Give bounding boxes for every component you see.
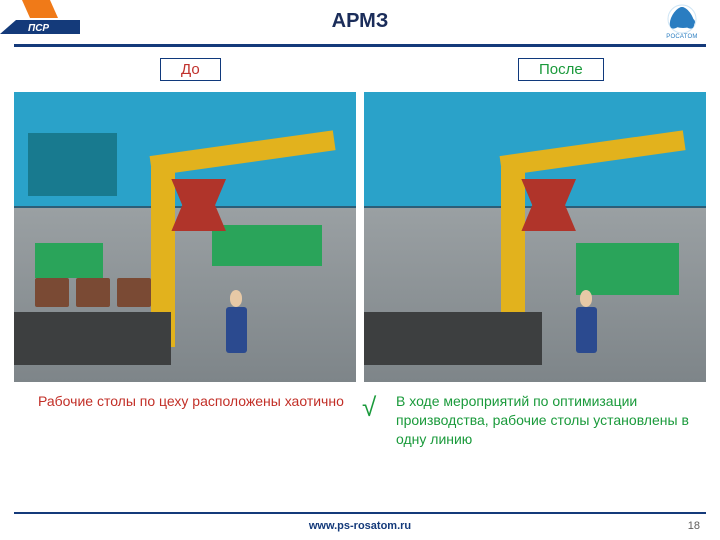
- page-number: 18: [688, 520, 700, 532]
- caption-after-text: В ходе мероприятий по оптимизации произв…: [396, 393, 689, 447]
- page-title: АРМЗ: [0, 10, 720, 33]
- check-icon: √: [362, 390, 376, 425]
- tag-after: После: [518, 58, 604, 81]
- caption-row: Рабочие столы по цеху расположены хаотич…: [14, 392, 706, 449]
- rosatom-icon: [667, 4, 697, 34]
- photo-row: [14, 92, 706, 382]
- caption-before: Рабочие столы по цеху расположены хаотич…: [14, 392, 348, 449]
- logo-rosatom-text: РОСАТОМ: [666, 34, 697, 40]
- slide-header: ПСР АРМЗ РОСАТОМ: [0, 0, 720, 40]
- header-rule: [14, 44, 706, 47]
- photo-before: [14, 92, 356, 382]
- caption-after: √ В ходе мероприятий по оптимизации прои…: [356, 392, 706, 449]
- footer-url: www.ps-rosatom.ru: [0, 520, 720, 532]
- logo-rosatom: РОСАТОМ: [662, 4, 702, 44]
- footer-rule: [14, 512, 706, 514]
- tag-before: До: [160, 58, 221, 81]
- before-after-labels: До После: [0, 58, 720, 86]
- photo-after: [364, 92, 706, 382]
